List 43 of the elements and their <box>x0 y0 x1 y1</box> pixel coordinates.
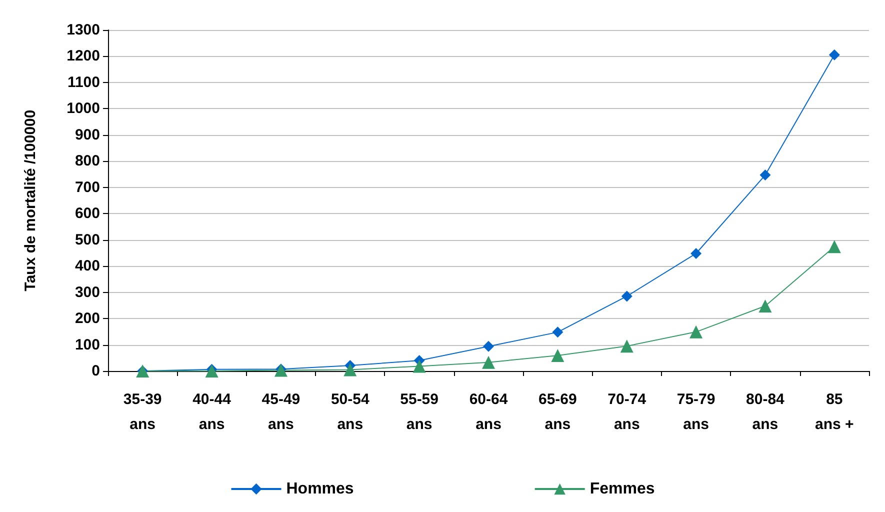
point <box>205 364 218 378</box>
x-tick-label: 55-59 ans <box>400 391 439 433</box>
y-tick-label: 100 <box>74 336 100 354</box>
point <box>551 349 564 362</box>
y-tick-label: 400 <box>74 258 100 275</box>
point <box>412 360 426 373</box>
y-tick-label: 1100 <box>67 74 100 91</box>
y-tick-label: 800 <box>74 152 100 170</box>
y-tick-label: 300 <box>74 284 100 301</box>
x-tick-label: 65-69 ans <box>538 391 577 433</box>
point <box>482 356 495 369</box>
y-tick-label: 1300 <box>66 22 100 38</box>
legend-label: Femmes <box>590 480 655 498</box>
x-tick-label: 85 ans + <box>815 391 854 433</box>
point <box>690 325 703 338</box>
y-tick-label: 1000 <box>66 100 100 118</box>
point <box>760 170 771 181</box>
point <box>758 299 772 312</box>
x-tick-label: 80-84 ans <box>746 391 786 433</box>
y-tick-label: 700 <box>74 178 100 196</box>
point <box>690 248 702 259</box>
y-tick-label: 900 <box>74 126 100 144</box>
y-tick-label: 0 <box>92 362 100 380</box>
x-tick-label: 75-79 ans <box>676 391 716 433</box>
point <box>828 49 840 60</box>
point <box>621 290 632 302</box>
point <box>552 326 564 338</box>
point <box>828 240 841 254</box>
x-tick-label: 35-39 ans <box>123 391 162 433</box>
point <box>620 340 634 353</box>
y-tick-label: 600 <box>74 205 100 222</box>
point <box>483 340 494 352</box>
point <box>344 363 357 376</box>
x-tick-label: 60-64 ans <box>469 391 508 433</box>
y-tick-label: 1200 <box>66 48 100 65</box>
x-tick-label: 40-44 ans <box>192 391 232 433</box>
y-tick-label: 200 <box>74 310 100 328</box>
x-tick-label: 70-74 ans <box>608 391 647 433</box>
y-tick-label: 500 <box>74 231 100 248</box>
y-axis-title: Taux de mortalité /100000 <box>22 110 39 292</box>
x-tick-label: 50-54 ans <box>330 391 370 433</box>
x-tick-label: 45-49 ans <box>262 391 300 433</box>
legend-label: Hommes <box>286 480 354 498</box>
